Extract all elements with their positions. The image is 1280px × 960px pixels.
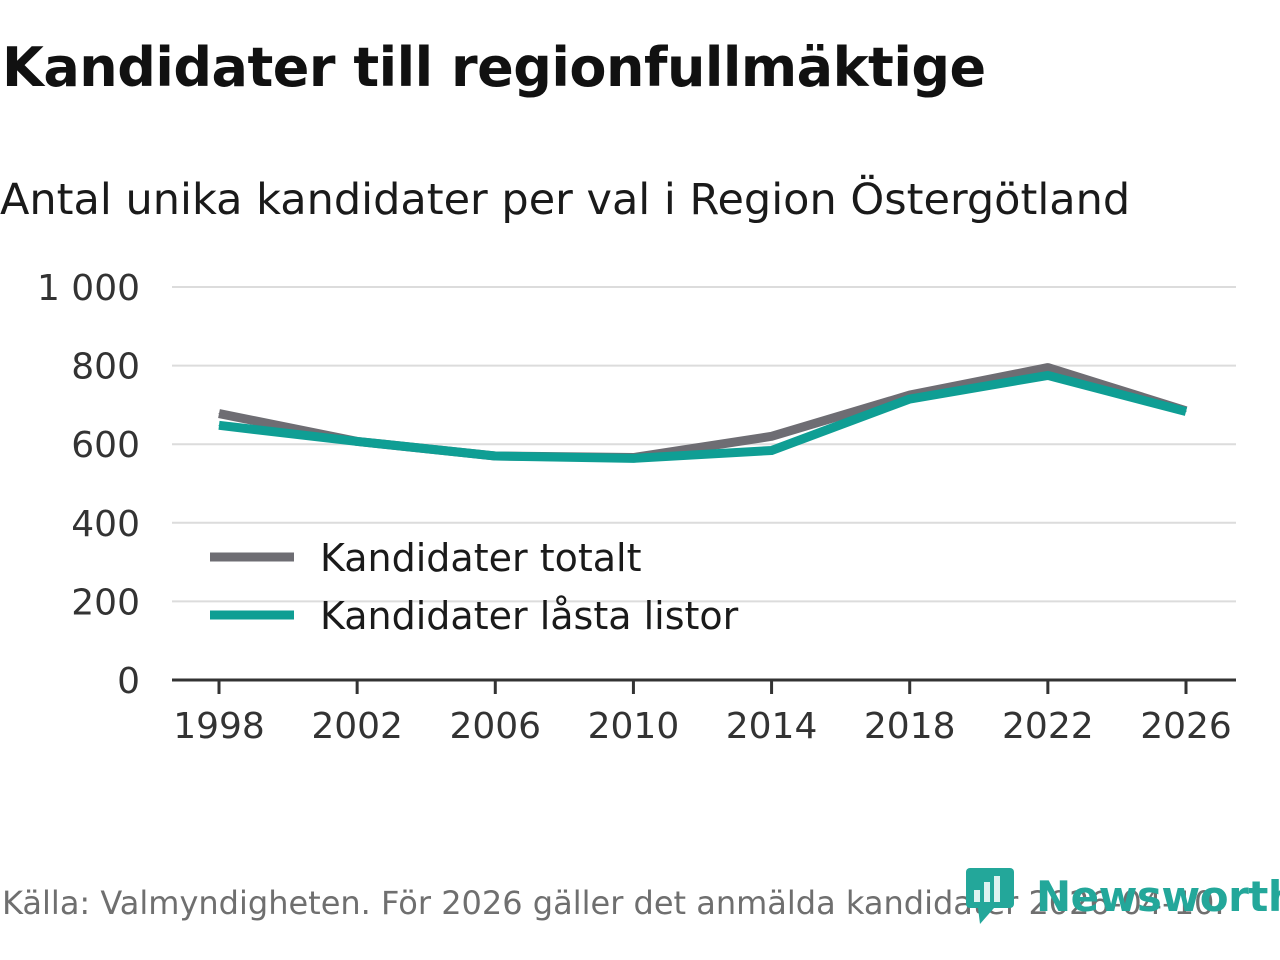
data-point	[1185, 411, 1187, 413]
y-tick-label: 800	[71, 347, 140, 388]
data-point	[909, 398, 911, 400]
data-point	[218, 424, 220, 426]
y-tick-label: 0	[117, 661, 140, 702]
legend-label: Kandidater totalt	[320, 536, 641, 580]
data-point	[1047, 367, 1049, 369]
data-point	[1047, 374, 1049, 376]
x-tick-label: 2014	[726, 706, 818, 747]
data-point	[771, 449, 773, 451]
x-tick-label: 2018	[864, 706, 956, 747]
x-tick-label: 2010	[588, 706, 680, 747]
y-tick-label: 400	[71, 504, 140, 545]
data-point	[771, 435, 773, 437]
chart-subtitle: Antal unika kandidater per val i Region …	[0, 175, 1131, 225]
newsworthy-logo: Newsworthy	[964, 866, 1280, 926]
data-point	[632, 457, 634, 459]
x-tick-label: 2002	[311, 706, 403, 747]
y-tick-label: 200	[71, 582, 140, 623]
y-tick-label: 600	[71, 425, 140, 466]
data-point	[494, 455, 496, 457]
source-note: Källa: Valmyndigheten. För 2026 gäller d…	[2, 884, 1225, 922]
x-tick-label: 2022	[1002, 706, 1094, 747]
chart-title: Kandidater till regionfullmäktige	[2, 36, 986, 99]
x-tick-label: 2026	[1140, 706, 1232, 747]
newsworthy-logo-text: Newsworthy	[1036, 871, 1280, 921]
legend-label: Kandidater låsta listor	[320, 594, 739, 638]
x-tick-label: 1998	[173, 706, 265, 747]
y-tick-label: 1 000	[37, 268, 140, 309]
data-point	[218, 413, 220, 415]
x-tick-label: 2006	[449, 706, 541, 747]
series-line-2	[218, 370, 1188, 463]
newsworthy-logo-icon	[966, 868, 1014, 924]
data-point	[356, 440, 358, 442]
